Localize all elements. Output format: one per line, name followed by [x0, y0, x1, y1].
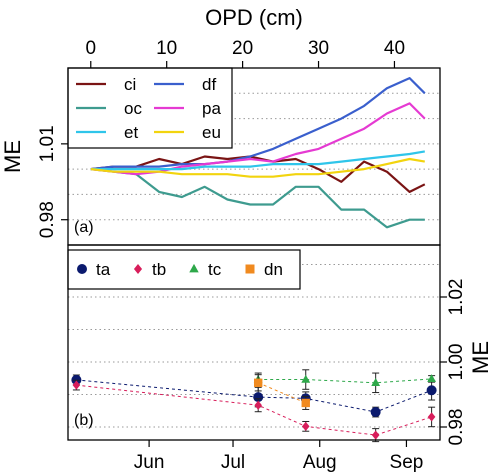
y-tick-label-b: 1.02: [446, 279, 467, 316]
data-point-tb: [72, 380, 81, 390]
data-point-tb: [371, 430, 380, 440]
legend-marker-dn: [245, 264, 255, 274]
data-point-ta: [426, 385, 437, 396]
legend-label-oc: oc: [124, 99, 142, 118]
series-line-df: [90, 77, 426, 171]
legend-label-ta: ta: [96, 260, 111, 279]
y-axis-title-b: ME: [468, 341, 493, 374]
y-tick-label-a: 0.98: [37, 201, 58, 238]
series-line-eu: [90, 157, 425, 178]
x-tick-label-a: 10: [156, 38, 177, 59]
data-point-dn: [253, 378, 263, 387]
data-point-tb: [301, 421, 310, 431]
legend-label-dn: dn: [264, 260, 283, 279]
plot-frame-b: [67, 244, 441, 441]
series-line-tc: [258, 378, 432, 384]
x-axis-title-a: OPD (cm): [205, 5, 303, 30]
legend-label-et: et: [124, 123, 138, 142]
x-tick-label-a: 40: [384, 38, 405, 59]
legend-marker-tb: [133, 264, 143, 274]
series-line-oc: [90, 168, 425, 229]
data-point-dn: [301, 398, 310, 408]
y-tick-label-b: 0.98: [446, 409, 467, 446]
data-point-tb: [254, 400, 262, 410]
legend-marker-tc: [189, 263, 199, 273]
x-tick-label-b: Jul: [221, 452, 245, 473]
x-tick-label-b: Aug: [303, 452, 337, 473]
y-axis-title-a: ME: [0, 140, 25, 173]
x-tick-label-b: Sep: [390, 452, 424, 473]
y-tick-label-b: 1.00: [446, 344, 467, 381]
legend-box-b: [67, 249, 301, 290]
legend-label-eu: eu: [202, 123, 221, 142]
legend-label-df: df: [202, 75, 216, 94]
panel-label-b: (b): [74, 412, 94, 429]
x-tick-label-a: 30: [308, 38, 329, 59]
data-point-tc: [301, 374, 311, 383]
legend-label-ci: ci: [124, 75, 136, 94]
series-line-dn: [258, 382, 306, 404]
data-point-tc: [427, 374, 437, 383]
data-point-ta: [370, 407, 381, 418]
x-tick-label-a: 0: [85, 38, 96, 59]
x-tick-label-b: Jun: [134, 452, 165, 473]
y-tick-label-a: 1.01: [37, 125, 58, 162]
data-point-ta: [253, 392, 264, 403]
series-line-et: [90, 150, 425, 171]
legend-marker-ta: [77, 264, 87, 274]
data-point-tb: [427, 412, 436, 422]
data-point-tc: [371, 377, 381, 386]
panel-label-a: (a): [74, 219, 94, 236]
legend-label-tb: tb: [152, 260, 166, 279]
legend-label-tc: tc: [208, 260, 222, 279]
series-line-pa: [90, 102, 426, 176]
legend-label-pa: pa: [202, 99, 221, 118]
x-tick-label-a: 20: [232, 38, 253, 59]
